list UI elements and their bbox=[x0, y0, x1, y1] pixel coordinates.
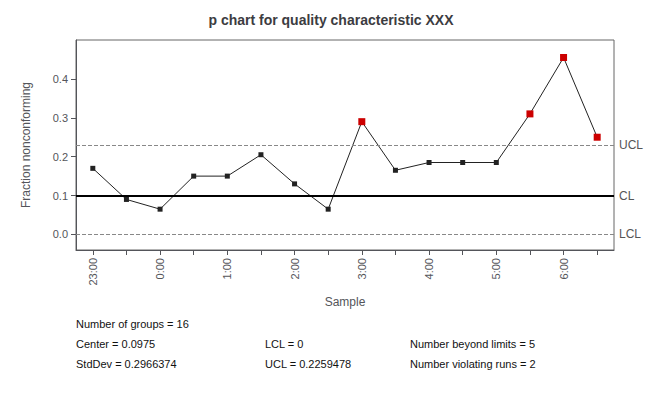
svg-text:Number beyond limits = 5: Number beyond limits = 5 bbox=[410, 338, 535, 350]
svg-text:2:00: 2:00 bbox=[289, 258, 301, 279]
svg-text:0:00: 0:00 bbox=[154, 258, 166, 279]
svg-text:0.0: 0.0 bbox=[53, 228, 68, 240]
svg-text:3:00: 3:00 bbox=[356, 258, 368, 279]
svg-text:Center = 0.0975: Center = 0.0975 bbox=[76, 338, 155, 350]
svg-text:p chart for quality characteri: p chart for quality characteristic XXX bbox=[208, 12, 454, 28]
svg-text:LCL: LCL bbox=[619, 227, 641, 241]
svg-text:1:00: 1:00 bbox=[221, 258, 233, 279]
svg-text:5:00: 5:00 bbox=[490, 258, 502, 279]
svg-text:UCL = 0.2259478: UCL = 0.2259478 bbox=[265, 358, 351, 370]
svg-text:0.2: 0.2 bbox=[53, 151, 68, 163]
svg-text:6:00: 6:00 bbox=[558, 258, 570, 279]
svg-text:0.1: 0.1 bbox=[53, 190, 68, 202]
svg-text:CL: CL bbox=[619, 189, 635, 203]
svg-text:Number of groups = 16: Number of groups = 16 bbox=[76, 318, 189, 330]
svg-text:0.3: 0.3 bbox=[53, 112, 68, 124]
svg-text:LCL = 0: LCL = 0 bbox=[265, 338, 303, 350]
svg-text:Fraction nonconforming: Fraction nonconforming bbox=[19, 82, 33, 208]
svg-text:UCL: UCL bbox=[619, 138, 643, 152]
svg-text:23:00: 23:00 bbox=[87, 258, 99, 286]
svg-text:StdDev = 0.2966374: StdDev = 0.2966374 bbox=[76, 358, 177, 370]
svg-text:4:00: 4:00 bbox=[423, 258, 435, 279]
svg-text:Number violating runs = 2: Number violating runs = 2 bbox=[410, 358, 536, 370]
svg-text:0.4: 0.4 bbox=[53, 73, 68, 85]
svg-text:Sample: Sample bbox=[325, 295, 366, 309]
